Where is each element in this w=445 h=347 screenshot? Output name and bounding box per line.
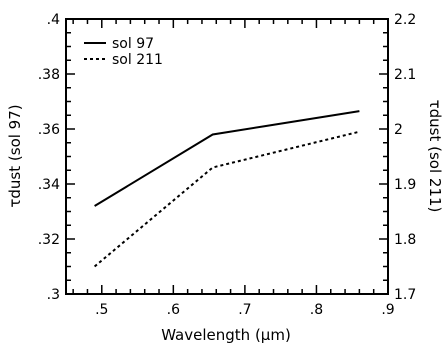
x-tick-label: .7: [238, 302, 251, 318]
y-tick-label-left: .3: [47, 287, 60, 303]
series-layer: [93, 110, 360, 268]
y-axis-title-right: τdust (sol 211): [426, 100, 444, 213]
y-tick-label-left: .32: [38, 232, 60, 248]
y-tick-label-left: .38: [38, 67, 60, 83]
x-axis-title: Wavelength (μm): [161, 326, 291, 344]
x-tick-label: .9: [381, 302, 394, 318]
y-tick-label-right: 2.2: [394, 12, 416, 28]
axis-ticks: .5 .6 .7 .8 .9 .3 .32 .34 .36 .38 .4 1.7 1.8 1.9 2 2.1 2…: [38, 12, 417, 318]
y-tick-label-left: .4: [47, 12, 60, 28]
y-tick-label-right: 1.7: [394, 287, 416, 303]
y-tick-label-right: 1.8: [394, 232, 416, 248]
series-line-sol-211: [93, 130, 360, 268]
legend-label-sol-211: sol 211: [112, 52, 163, 68]
x-tick-label: .6: [167, 302, 180, 318]
y-tick-label-right: 2: [394, 122, 403, 138]
legend-label-sol-97: sol 97: [112, 36, 154, 52]
y-tick-label-right: 2.1: [394, 67, 416, 83]
x-tick-label: .8: [310, 302, 323, 318]
y-tick-label-left: .34: [38, 177, 60, 193]
x-tick-label: .5: [95, 302, 108, 318]
y-axis-title-left: τdust (sol 97): [6, 104, 24, 207]
series-line-sol-97: [94, 110, 360, 207]
y-tick-label-left: .36: [38, 122, 60, 138]
y-tick-label-right: 1.9: [394, 177, 416, 193]
legend: sol 97 sol 211: [84, 36, 163, 68]
